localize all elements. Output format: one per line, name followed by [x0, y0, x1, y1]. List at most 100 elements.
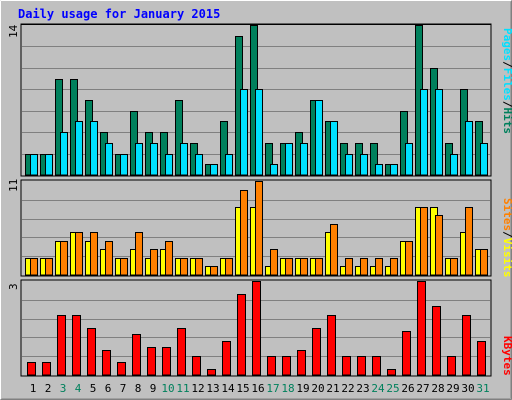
day-label: 1	[30, 382, 37, 395]
kbytes-bar	[207, 369, 216, 376]
sites-bar	[135, 232, 143, 276]
files-bar	[360, 154, 368, 176]
files-bar	[300, 143, 308, 176]
files-bar	[465, 121, 473, 176]
day-label: 13	[206, 382, 219, 395]
sites-bar	[165, 241, 173, 276]
kbytes-bar	[312, 328, 321, 376]
kbytes-bar	[132, 334, 141, 376]
day-label: 22	[341, 382, 354, 395]
kbytes-bar	[117, 362, 126, 376]
sites-bar	[300, 258, 308, 276]
kbytes-bar	[327, 315, 336, 376]
files-bar	[90, 121, 98, 176]
kbytes-bar	[42, 362, 51, 376]
kbytes-bar	[297, 350, 306, 376]
sites-bar	[60, 241, 68, 276]
sites-bar	[105, 241, 113, 276]
files-bar	[30, 154, 38, 176]
kbytes-bar	[27, 362, 36, 376]
legend-sep-3: /	[501, 231, 512, 238]
sites-bar	[465, 207, 473, 276]
svg-text:Pages/Files/Hits: Pages/Files/Hits	[501, 28, 512, 134]
files-bar	[285, 143, 293, 176]
kbytes-bar	[222, 341, 231, 376]
day-label: 24	[371, 382, 385, 395]
kbytes-bar	[372, 356, 381, 376]
kbytes-bar	[417, 281, 426, 376]
files-bar	[375, 164, 383, 176]
day-label: 3	[60, 382, 67, 395]
kbytes-bar	[237, 294, 246, 376]
files-bar	[270, 164, 278, 176]
day-label: 31	[476, 382, 489, 395]
sites-bar	[120, 258, 128, 276]
day-label: 19	[296, 382, 309, 395]
files-bar	[240, 89, 248, 176]
sites-bar	[390, 258, 398, 276]
day-label: 14	[221, 382, 235, 395]
legend-sep-1: /	[501, 61, 512, 68]
sites-bar	[240, 190, 248, 276]
files-bar	[255, 89, 263, 176]
sites-bar	[315, 258, 323, 276]
kbytes-bar	[252, 281, 261, 376]
day-label: 20	[311, 382, 324, 395]
sites-bar	[255, 181, 263, 276]
hits-bar	[265, 143, 273, 176]
bottom-legend: KBytes	[501, 336, 512, 376]
kbytes-bar	[177, 328, 186, 376]
hits-bar	[370, 143, 378, 176]
kbytes-bar	[387, 369, 396, 376]
sites-bar	[45, 258, 53, 276]
kbytes-bar	[357, 356, 366, 376]
day-label: 11	[176, 382, 189, 395]
day-label: 6	[105, 382, 112, 395]
day-label: 15	[236, 382, 249, 395]
day-label: 18	[281, 382, 294, 395]
kbytes-bar	[267, 356, 276, 376]
sites-bar	[225, 258, 233, 276]
day-label: 9	[150, 382, 157, 395]
sites-bar	[480, 249, 488, 276]
top-legend: Pages/Files/Hits	[501, 28, 512, 134]
kbytes-bar	[447, 356, 456, 376]
files-bar	[315, 100, 323, 176]
files-bar	[420, 89, 428, 176]
day-label: 29	[446, 382, 459, 395]
sites-bar	[270, 249, 278, 276]
files-bar	[210, 164, 218, 176]
kbytes-bar	[57, 315, 66, 376]
files-bar	[150, 143, 158, 176]
day-label: 23	[356, 382, 369, 395]
chart-title: Daily usage for January 2015	[18, 7, 220, 21]
kbytes-bar	[72, 315, 81, 376]
kbytes-bar	[282, 356, 291, 376]
day-label: 25	[386, 382, 399, 395]
day-label: 28	[431, 382, 444, 395]
files-bar	[165, 154, 173, 176]
kbytes-bar	[342, 356, 351, 376]
day-label: 16	[251, 382, 264, 395]
files-bar	[105, 143, 113, 176]
legend-pages: Pages	[501, 28, 512, 61]
files-bar	[45, 154, 53, 176]
hits-bar	[55, 79, 63, 176]
files-bar	[450, 154, 458, 176]
day-label: 27	[416, 382, 429, 395]
sites-bar	[405, 241, 413, 276]
sites-bar	[75, 232, 83, 276]
files-bar	[225, 154, 233, 176]
day-label: 4	[75, 382, 82, 395]
sites-bar	[195, 258, 203, 276]
kbytes-bar	[87, 328, 96, 376]
day-label: 12	[191, 382, 204, 395]
files-bar	[60, 132, 68, 176]
files-bar	[135, 143, 143, 176]
sites-bar	[420, 207, 428, 276]
day-label: 17	[266, 382, 279, 395]
legend-sep-2: /	[501, 101, 512, 108]
files-bar	[75, 121, 83, 176]
sites-bar	[375, 258, 383, 276]
day-label: 2	[45, 382, 52, 395]
